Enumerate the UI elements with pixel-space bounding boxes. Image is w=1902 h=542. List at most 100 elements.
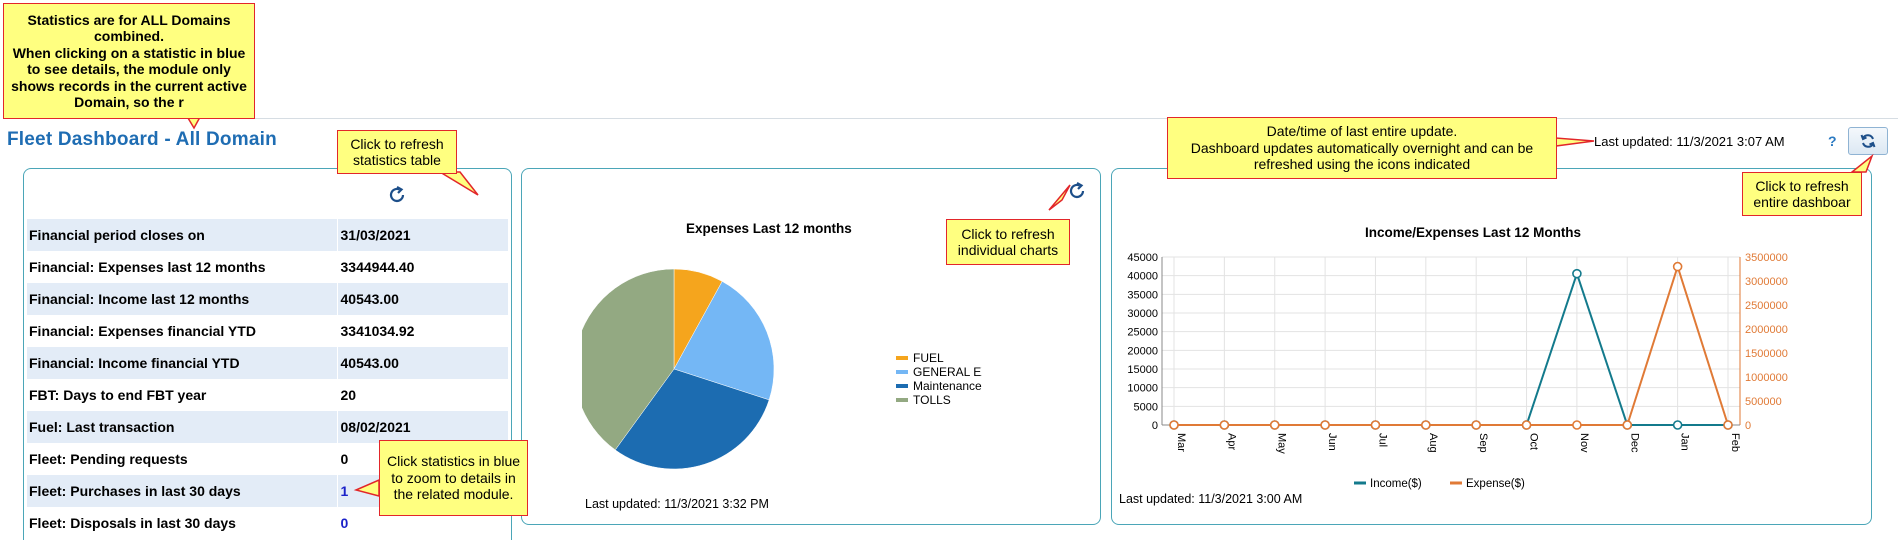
legend-swatch	[896, 398, 908, 402]
help-icon[interactable]: ?	[1828, 133, 1837, 149]
statistic-label: FBT: Days to end FBT year	[27, 379, 338, 411]
y2-tick-label: 1000000	[1745, 372, 1788, 384]
x-tick-label: Dec	[1628, 433, 1640, 453]
callout-pointer	[437, 171, 479, 196]
x-tick-label: Aug	[1427, 433, 1439, 453]
data-point[interactable]	[1471, 420, 1481, 430]
y-tick-label: 45000	[1127, 252, 1158, 264]
x-tick-label: Apr	[1225, 433, 1237, 450]
x-tick-label: Jul	[1376, 433, 1388, 447]
legend-label: Expense($)	[1466, 478, 1525, 490]
y2-tick-label: 1500000	[1745, 348, 1788, 360]
pie-slice[interactable]	[673, 281, 775, 401]
line-chart: 0 5000 10000 15000 20000 25000 30000 35000 40000…	[1127, 252, 1788, 490]
y2-tick-label: 2500000	[1745, 300, 1788, 312]
y2-tick-label: 3000000	[1745, 276, 1788, 288]
y-tick-label: 20000	[1127, 345, 1158, 357]
x-tick-label: May	[1276, 433, 1288, 454]
legend-swatch	[896, 356, 908, 360]
statistic-value: 40543.00	[337, 283, 509, 315]
refresh-dashboard-button[interactable]	[1848, 127, 1888, 155]
chart-last-updated: Last updated: 11/3/2021 3:32 PM	[585, 497, 769, 511]
y-tick-label: 25000	[1127, 327, 1158, 339]
table-row: Financial: Income last 12 months 40543.00	[27, 283, 509, 315]
data-point[interactable]	[1421, 420, 1431, 430]
callout-refresh-table: Click to refresh statistics table	[337, 130, 457, 174]
x-tick-label: Jan	[1679, 433, 1691, 451]
pie-slice[interactable]	[582, 269, 675, 451]
statistic-label: Financial: Expenses financial YTD	[27, 315, 338, 347]
page-title: Fleet Dashboard - All Domain	[7, 129, 277, 150]
chart-title: Expenses Last 12 months	[686, 221, 852, 236]
statistic-value: 40543.00	[337, 347, 509, 379]
data-point[interactable]	[1320, 420, 1330, 430]
statistic-label: Fleet: Purchases in last 30 days	[27, 475, 338, 507]
callout-pointer	[1849, 153, 1874, 173]
y-tick-label: 10000	[1127, 383, 1158, 395]
table-row: Financial: Expenses financial YTD 3341034…	[27, 315, 509, 347]
callout-last-update: Date/time of last entire update. Dashboa…	[1167, 117, 1557, 179]
legend-label: TOLLS	[913, 393, 951, 407]
data-point[interactable]	[1521, 420, 1532, 430]
chart-title: Income/Expenses Last 12 Months	[1365, 225, 1582, 240]
chart-last-updated: Last updated: 11/3/2021 3:00 AM	[1119, 492, 1303, 506]
refresh-icon[interactable]	[387, 185, 407, 205]
table-row: FBT: Days to end FBT year 20	[27, 379, 509, 411]
legend-label: GENERAL EXPENSE	[913, 365, 982, 379]
table-row: Financial period closes on 31/03/2021	[27, 219, 509, 251]
callout-pointer	[353, 478, 380, 497]
data-point[interactable]	[1572, 420, 1582, 430]
statistic-label: Financial: Income last 12 months	[27, 283, 338, 315]
data-point[interactable]	[1219, 420, 1230, 430]
y-tick-label: 40000	[1127, 271, 1158, 283]
legend-label: FUEL	[913, 351, 944, 365]
statistic-label: Fleet: Pending requests	[27, 443, 338, 475]
callout-domains-note: Statistics are for ALL Domains combined.…	[3, 3, 255, 119]
statistic-value: 3344944.40	[337, 251, 509, 283]
callout-pointer	[1048, 184, 1071, 211]
data-point[interactable]	[1622, 420, 1633, 430]
x-tick-label: Nov	[1578, 433, 1590, 453]
statistic-value: 08/02/2021	[337, 411, 509, 443]
y2-tick-label: 3500000	[1745, 252, 1788, 264]
data-point[interactable]	[1672, 261, 1683, 272]
y-tick-label: 5000	[1134, 401, 1158, 413]
table-row: Financial: Income financial YTD 40543.00	[27, 347, 509, 379]
pie-slice[interactable]	[614, 368, 770, 470]
data-point[interactable]	[1370, 420, 1381, 430]
statistic-label: Fuel: Last transaction	[27, 411, 338, 443]
legend-label: Income($)	[1370, 478, 1422, 490]
y2-tick-label: 500000	[1745, 396, 1782, 408]
series-line	[1174, 263, 1729, 426]
y2-tick-label: 0	[1745, 420, 1751, 432]
statistic-value: 31/03/2021	[337, 219, 509, 251]
statistic-label: Financial period closes on	[27, 219, 338, 251]
legend-swatch	[896, 384, 908, 388]
callout-refresh-charts: Click to refresh individual charts	[946, 219, 1070, 265]
data-point[interactable]	[1269, 420, 1280, 430]
x-tick-label: Feb	[1729, 433, 1741, 452]
statistic-label: Financial: Expenses last 12 months	[27, 251, 338, 283]
income-expenses-chart-panel: Income/Expenses Last 12 Months 0 5000 1000…	[1111, 168, 1872, 525]
callout-zoom-statistics: Click statistics in blue to zoom to deta…	[379, 440, 528, 516]
table-row: Fleet: Disposals in last 30 days 0	[27, 507, 509, 539]
y2-tick-label: 2000000	[1745, 324, 1788, 336]
refresh-icon[interactable]	[1067, 181, 1087, 201]
statistic-label: Financial: Income financial YTD	[27, 347, 338, 379]
y-tick-label: 0	[1152, 420, 1158, 432]
x-tick-label: Mar	[1175, 433, 1187, 452]
data-point[interactable]	[1169, 420, 1179, 430]
legend-swatch	[896, 370, 908, 374]
y-tick-label: 30000	[1127, 308, 1158, 320]
statistic-value: 3341034.92	[337, 315, 509, 347]
data-point[interactable]	[1672, 420, 1683, 430]
data-point[interactable]	[1723, 420, 1733, 430]
last-updated-label: Last updated: 11/3/2021 3:07 AM	[1594, 134, 1785, 149]
data-point[interactable]	[1572, 268, 1582, 279]
table-row: Fuel: Last transaction 08/02/2021	[27, 411, 509, 443]
x-tick-label: Oct	[1528, 433, 1540, 450]
x-tick-label: Jun	[1326, 433, 1338, 451]
y-tick-label: 15000	[1127, 364, 1158, 376]
callout-refresh-dashboard: Click to refresh entire dashboar	[1742, 172, 1862, 216]
